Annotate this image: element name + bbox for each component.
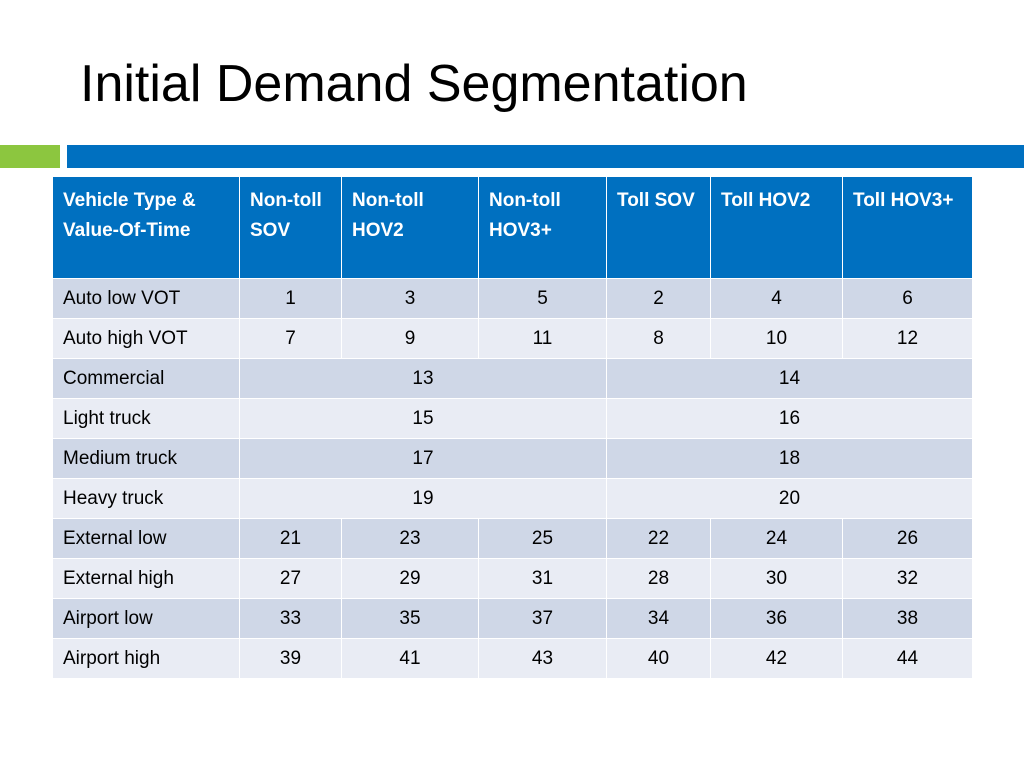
table-cell: 29 (341, 558, 479, 599)
accent-bar-blue (67, 145, 1024, 168)
table-cell: 32 (842, 558, 973, 599)
header-toll-hov3: Toll HOV3+ (842, 176, 973, 279)
header-nontoll-sov: Non-toll SOV (239, 176, 342, 279)
table-cell: 25 (478, 518, 607, 559)
row-label: Medium truck (52, 438, 240, 479)
header-vehicle-type: Vehicle Type & Value-Of-Time (52, 176, 240, 279)
table-cell: 39 (239, 638, 342, 679)
slide-title: Initial Demand Segmentation (80, 55, 748, 113)
row-label: Heavy truck (52, 478, 240, 519)
row-label: External low (52, 518, 240, 559)
accent-bar-green (0, 145, 60, 168)
table-cell: 26 (842, 518, 973, 559)
row-label: Auto low VOT (52, 278, 240, 319)
header-nontoll-hov3: Non-toll HOV3+ (478, 176, 607, 279)
table-cell: 40 (606, 638, 711, 679)
table-cell: 44 (842, 638, 973, 679)
table-cell: 3 (341, 278, 479, 319)
header-toll-hov2: Toll HOV2 (710, 176, 843, 279)
table-cell-merged: 13 (239, 358, 607, 399)
table-cell: 42 (710, 638, 843, 679)
table-cell: 30 (710, 558, 843, 599)
table-row: Light truck 15 16 (52, 398, 973, 439)
table-cell: 22 (606, 518, 711, 559)
table-row: Commercial 13 14 (52, 358, 973, 399)
row-label: Commercial (52, 358, 240, 399)
table-row: Heavy truck 19 20 (52, 478, 973, 519)
table-cell: 37 (478, 598, 607, 639)
table-row: Airport low 33 35 37 34 36 38 (52, 598, 973, 639)
table-cell: 31 (478, 558, 607, 599)
table-row: External high 27 29 31 28 30 32 (52, 558, 973, 599)
row-label: Airport high (52, 638, 240, 679)
table-cell: 9 (341, 318, 479, 359)
table-cell: 41 (341, 638, 479, 679)
header-toll-sov: Toll SOV (606, 176, 711, 279)
row-label: External high (52, 558, 240, 599)
table-row: Auto high VOT 7 9 11 8 10 12 (52, 318, 973, 359)
row-label: Light truck (52, 398, 240, 439)
table-cell-merged: 17 (239, 438, 607, 479)
table-cell: 23 (341, 518, 479, 559)
table-cell: 1 (239, 278, 342, 319)
table-cell: 24 (710, 518, 843, 559)
table-cell-merged: 20 (606, 478, 973, 519)
table-header-row: Vehicle Type & Value-Of-Time Non-toll SO… (52, 176, 973, 279)
table-cell: 27 (239, 558, 342, 599)
row-label: Airport low (52, 598, 240, 639)
table-cell: 11 (478, 318, 607, 359)
table-cell: 21 (239, 518, 342, 559)
table-cell: 7 (239, 318, 342, 359)
table-cell: 12 (842, 318, 973, 359)
table-cell-merged: 15 (239, 398, 607, 439)
table-cell-merged: 14 (606, 358, 973, 399)
table-cell: 4 (710, 278, 843, 319)
table-cell: 8 (606, 318, 711, 359)
table-cell: 2 (606, 278, 711, 319)
header-nontoll-hov2: Non-toll HOV2 (341, 176, 479, 279)
table-cell: 33 (239, 598, 342, 639)
table-cell: 28 (606, 558, 711, 599)
table-cell-merged: 18 (606, 438, 973, 479)
row-label: Auto high VOT (52, 318, 240, 359)
table-row: Auto low VOT 1 3 5 2 4 6 (52, 278, 973, 319)
table-cell-merged: 16 (606, 398, 973, 439)
table-cell: 34 (606, 598, 711, 639)
table-cell-merged: 19 (239, 478, 607, 519)
table-row: Airport high 39 41 43 40 42 44 (52, 638, 973, 679)
table-row: Medium truck 17 18 (52, 438, 973, 479)
table-cell: 43 (478, 638, 607, 679)
table-cell: 36 (710, 598, 843, 639)
table-cell: 6 (842, 278, 973, 319)
table-cell: 38 (842, 598, 973, 639)
table-row: External low 21 23 25 22 24 26 (52, 518, 973, 559)
table-cell: 10 (710, 318, 843, 359)
demand-segmentation-table: Vehicle Type & Value-Of-Time Non-toll SO… (52, 176, 973, 679)
table-cell: 5 (478, 278, 607, 319)
table-cell: 35 (341, 598, 479, 639)
